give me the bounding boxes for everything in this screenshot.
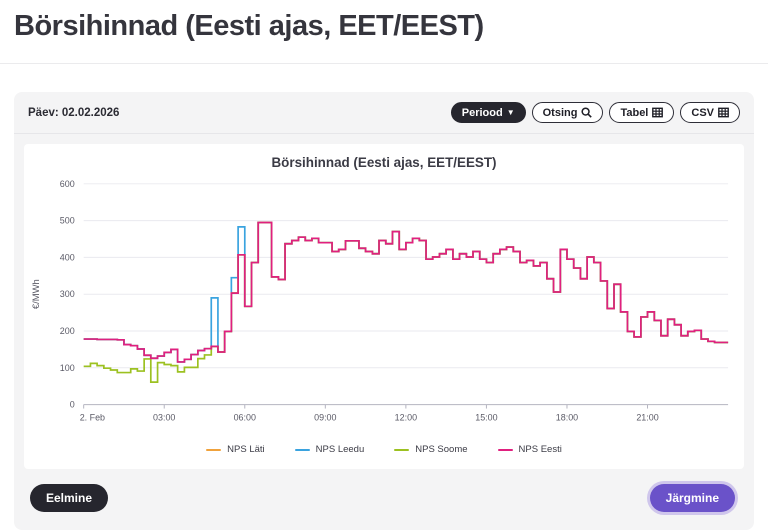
svg-text:2. Feb: 2. Feb	[80, 412, 105, 422]
panel-topbar: Päev: 02.02.2026 Periood ▼ Otsing Tabel	[14, 92, 754, 134]
svg-text:09:00: 09:00	[314, 412, 336, 422]
legend-item-nps-leedu[interactable]: NPS Leedu	[294, 444, 365, 456]
series-color-dash	[497, 448, 513, 452]
svg-text:12:00: 12:00	[395, 412, 417, 422]
prices-panel: Päev: 02.02.2026 Periood ▼ Otsing Tabel	[14, 92, 754, 530]
search-icon	[581, 107, 593, 118]
svg-text:0: 0	[70, 400, 75, 410]
svg-text:€/MWh: €/MWh	[31, 279, 42, 309]
svg-text:03:00: 03:00	[153, 412, 175, 422]
table-icon	[652, 107, 664, 118]
otsing-button[interactable]: Otsing	[531, 102, 604, 123]
periood-button-label: Periood	[461, 106, 503, 119]
series-color-dash	[394, 448, 410, 452]
tabel-button[interactable]: Tabel	[609, 102, 675, 123]
legend-label: NPS Soome	[415, 444, 468, 456]
price-chart[interactable]: Börsihinnad (Eesti ajas, EET/EEST) 0 100 20…	[26, 150, 742, 440]
chart-legend: NPS Läti NPS Leedu NPS Soome NPS Eesti	[26, 440, 742, 463]
eelmine-button[interactable]: Eelmine	[30, 484, 109, 513]
panel-footer: Eelmine Järgmine	[14, 469, 754, 530]
date-label: Päev: 02.02.2026	[28, 106, 120, 119]
chart-card: Börsihinnad (Eesti ajas, EET/EEST) 0 100 20…	[24, 144, 744, 470]
csv-button-label: CSV	[691, 106, 714, 119]
svg-text:500: 500	[60, 216, 75, 226]
page-title: Börsihinnad (Eesti ajas, EET/EEST)	[14, 10, 484, 42]
legend-label: NPS Eesti	[518, 444, 562, 456]
periood-button[interactable]: Periood ▼	[450, 102, 526, 123]
legend-item-nps-soome[interactable]: NPS Soome	[394, 444, 468, 456]
svg-text:21:00: 21:00	[636, 412, 658, 422]
tabel-button-label: Tabel	[620, 106, 649, 119]
svg-text:400: 400	[60, 252, 75, 262]
svg-text:200: 200	[60, 326, 75, 336]
series-color-dash	[294, 448, 310, 452]
legend-item-nps-eesti[interactable]: NPS Eesti	[497, 444, 562, 456]
jargmine-button[interactable]: Järgmine	[649, 484, 735, 513]
svg-text:100: 100	[60, 363, 75, 373]
otsing-button-label: Otsing	[542, 106, 578, 119]
toolbar-buttons: Periood ▼ Otsing Tabel	[450, 102, 740, 123]
series-color-dash	[206, 448, 222, 452]
table-icon	[718, 107, 729, 118]
svg-text:300: 300	[60, 289, 75, 299]
legend-item-nps-lati[interactable]: NPS Läti	[206, 444, 265, 455]
svg-text:600: 600	[60, 179, 75, 189]
svg-text:06:00: 06:00	[234, 412, 256, 422]
legend-label: NPS Leedu	[315, 444, 365, 456]
csv-button[interactable]: CSV	[680, 102, 740, 123]
svg-text:18:00: 18:00	[556, 412, 578, 422]
svg-text:Börsihinnad (Eesti ajas, EET/E: Börsihinnad (Eesti ajas, EET/EEST)	[272, 155, 497, 170]
header-divider	[0, 63, 768, 64]
svg-text:15:00: 15:00	[475, 412, 497, 422]
legend-label: NPS Läti	[227, 444, 265, 456]
chevron-down-icon: ▼	[506, 107, 515, 117]
